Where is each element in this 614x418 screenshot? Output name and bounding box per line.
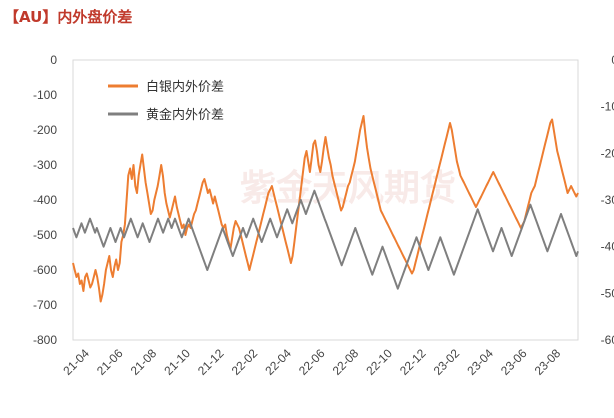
- y-left-tick-label: -200: [33, 123, 57, 137]
- y-right-tick-label: -40: [601, 240, 614, 254]
- x-tick-label: 23-06: [498, 346, 530, 378]
- y-left-tick-label: -700: [33, 298, 57, 312]
- x-tick-label: 22-04: [262, 346, 294, 378]
- series-line-silver: [72, 115, 579, 303]
- y-left-tick-label: -500: [33, 228, 57, 242]
- legend-label: 黄金内外价差: [146, 107, 224, 123]
- x-tick-label: 23-02: [431, 346, 463, 378]
- x-tick-label: 21-04: [60, 346, 92, 378]
- y-right-tick-label: -60: [601, 333, 614, 347]
- x-tick-label: 23-08: [532, 346, 564, 378]
- y-left-tick-label: -100: [33, 88, 57, 102]
- x-tick-label: 21-06: [94, 346, 126, 378]
- y-right-tick-label: 0: [611, 53, 614, 67]
- x-tick-label: 22-02: [229, 346, 261, 378]
- plot-area: [72, 59, 579, 341]
- legend-label: 白银内外价差: [146, 79, 224, 95]
- x-tick-label: 22-10: [363, 346, 395, 378]
- series-line-gold: [72, 189, 579, 290]
- y-right-tick-label: -50: [601, 286, 614, 300]
- y-left-tick-label: -600: [33, 263, 57, 277]
- y-right-tick-label: -20: [601, 146, 614, 160]
- y-left-tick-label: -400: [33, 193, 57, 207]
- y-left-tick-label: -800: [33, 333, 57, 347]
- x-tick-label: 21-10: [161, 346, 193, 378]
- y-right-tick-label: -30: [601, 193, 614, 207]
- x-tick-label: 22-06: [296, 346, 328, 378]
- y-left-tick-label: 0: [50, 53, 57, 67]
- y-left-tick-label: -300: [33, 158, 57, 172]
- x-tick-label: 23-04: [464, 346, 496, 378]
- x-tick-label: 21-08: [128, 346, 160, 378]
- y-right-tick-label: -10: [601, 100, 614, 114]
- x-tick-label: 22-12: [397, 346, 429, 378]
- x-tick-label: 21-12: [195, 346, 227, 378]
- x-tick-label: 22-08: [330, 346, 362, 378]
- chart-title: 【AU】内外盘价差: [4, 8, 133, 26]
